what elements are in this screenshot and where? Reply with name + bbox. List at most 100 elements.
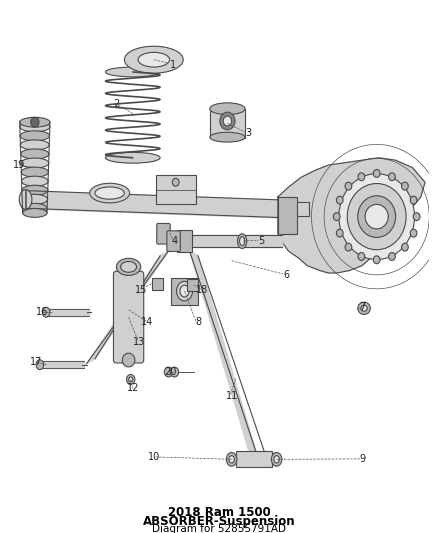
FancyBboxPatch shape <box>157 223 170 244</box>
Ellipse shape <box>127 375 135 384</box>
FancyBboxPatch shape <box>167 231 180 252</box>
Text: ABSORBER-Suspension: ABSORBER-Suspension <box>143 515 295 528</box>
Circle shape <box>220 112 235 130</box>
Circle shape <box>410 229 417 237</box>
Circle shape <box>336 196 343 204</box>
Ellipse shape <box>21 149 49 159</box>
Ellipse shape <box>22 185 48 195</box>
Text: 17: 17 <box>30 357 42 367</box>
Ellipse shape <box>90 183 130 203</box>
Polygon shape <box>190 251 257 455</box>
Ellipse shape <box>95 187 124 199</box>
Text: 2018 Ram 1500: 2018 Ram 1500 <box>168 506 270 519</box>
Ellipse shape <box>22 204 47 213</box>
Text: 16: 16 <box>36 307 49 317</box>
Circle shape <box>389 253 396 261</box>
Ellipse shape <box>117 259 141 276</box>
Text: 7: 7 <box>359 302 365 312</box>
Circle shape <box>413 213 420 221</box>
Ellipse shape <box>274 456 279 463</box>
Text: 13: 13 <box>133 337 145 346</box>
Bar <box>278 197 297 234</box>
Ellipse shape <box>210 103 245 115</box>
Ellipse shape <box>42 308 50 317</box>
Ellipse shape <box>180 285 189 297</box>
Circle shape <box>373 169 380 177</box>
Text: 11: 11 <box>226 391 238 401</box>
Text: 3: 3 <box>245 128 251 138</box>
Text: 5: 5 <box>258 236 264 246</box>
Polygon shape <box>38 361 85 368</box>
Circle shape <box>402 243 408 251</box>
Ellipse shape <box>339 174 414 260</box>
Circle shape <box>31 117 39 127</box>
Text: 4: 4 <box>172 236 178 246</box>
Circle shape <box>164 367 173 377</box>
Ellipse shape <box>21 176 48 186</box>
Circle shape <box>373 256 380 264</box>
Circle shape <box>358 173 365 181</box>
Bar <box>278 203 309 216</box>
Ellipse shape <box>177 281 193 301</box>
Circle shape <box>410 196 417 204</box>
Polygon shape <box>278 158 425 273</box>
Circle shape <box>402 182 408 190</box>
Ellipse shape <box>106 152 160 163</box>
Ellipse shape <box>138 52 170 67</box>
Ellipse shape <box>22 195 48 204</box>
Ellipse shape <box>358 196 396 238</box>
Circle shape <box>170 367 179 377</box>
Text: 19: 19 <box>13 160 25 170</box>
Bar <box>187 279 198 291</box>
Ellipse shape <box>240 237 245 246</box>
Text: 15: 15 <box>135 285 148 295</box>
Ellipse shape <box>347 183 406 249</box>
Ellipse shape <box>129 377 133 382</box>
Ellipse shape <box>226 453 237 466</box>
Ellipse shape <box>229 456 234 463</box>
Text: 20: 20 <box>164 367 177 377</box>
Text: 12: 12 <box>127 383 139 393</box>
Polygon shape <box>45 309 88 316</box>
Text: 14: 14 <box>141 317 154 327</box>
Text: 1: 1 <box>170 60 176 70</box>
Ellipse shape <box>36 360 44 369</box>
Bar <box>210 109 245 138</box>
Text: 10: 10 <box>148 452 160 462</box>
Text: Diagram for 52855791AD: Diagram for 52855791AD <box>152 524 286 533</box>
Circle shape <box>389 173 396 181</box>
Ellipse shape <box>20 140 49 150</box>
Circle shape <box>345 182 352 190</box>
Circle shape <box>336 229 343 237</box>
Bar <box>152 278 163 290</box>
Text: 18: 18 <box>196 285 208 295</box>
Ellipse shape <box>20 117 50 127</box>
FancyBboxPatch shape <box>113 271 144 363</box>
Circle shape <box>358 253 365 261</box>
Ellipse shape <box>122 353 135 367</box>
Ellipse shape <box>21 158 49 168</box>
Ellipse shape <box>124 46 183 73</box>
Ellipse shape <box>361 305 367 311</box>
Ellipse shape <box>272 453 282 466</box>
Ellipse shape <box>23 208 47 217</box>
Ellipse shape <box>21 167 49 177</box>
Ellipse shape <box>19 190 32 209</box>
Text: 2: 2 <box>113 99 119 109</box>
Ellipse shape <box>20 122 50 132</box>
Bar <box>156 175 196 204</box>
Bar <box>236 451 272 467</box>
Ellipse shape <box>120 262 137 272</box>
Circle shape <box>333 213 340 221</box>
Bar <box>171 278 198 305</box>
Text: 6: 6 <box>283 270 290 280</box>
Ellipse shape <box>210 132 245 142</box>
Ellipse shape <box>237 234 247 248</box>
Polygon shape <box>87 251 169 364</box>
Ellipse shape <box>106 67 160 77</box>
Ellipse shape <box>20 131 49 141</box>
Text: 9: 9 <box>359 454 365 464</box>
Circle shape <box>345 243 352 251</box>
Ellipse shape <box>358 302 371 314</box>
Text: 8: 8 <box>195 317 201 327</box>
